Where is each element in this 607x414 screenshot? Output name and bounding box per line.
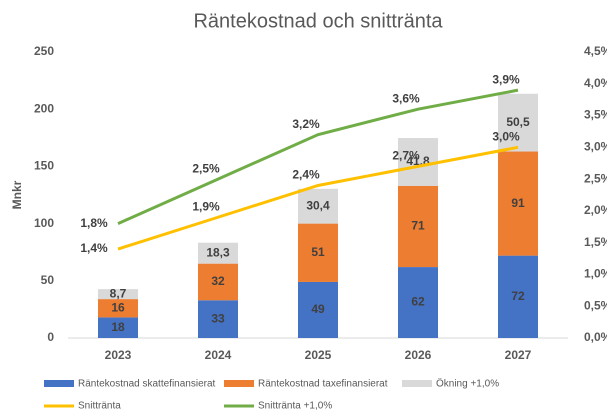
data-label: 62 (411, 295, 425, 309)
legend-label: Ökning +1,0% (436, 378, 499, 390)
bar-segment (398, 267, 438, 338)
legend-label: Snittränta (78, 401, 121, 412)
data-label: 1,4% (80, 241, 108, 255)
y2-tick-label: 2,0% (584, 203, 607, 217)
bar-segment (498, 151, 538, 256)
x-tick-label: 2024 (205, 348, 232, 362)
chart-title: Räntekostnad och snittränta (193, 10, 443, 32)
bar-segment (98, 289, 138, 300)
data-label: 2,7% (392, 149, 420, 163)
y-tick-label: 250 (34, 44, 54, 58)
data-label: 3,0% (492, 130, 520, 144)
data-label: 49 (311, 302, 325, 316)
bar-segment (198, 263, 238, 301)
bar-segment (398, 185, 438, 268)
data-label: 8,7 (110, 286, 127, 300)
data-label: 3,6% (392, 91, 420, 105)
data-label: 2,4% (292, 168, 320, 182)
legend-label: Räntekostnad taxefinansierat (258, 379, 388, 390)
y2-tick-label: 1,0% (584, 267, 607, 281)
y2-tick-label: 4,0% (584, 76, 607, 90)
data-label: 71 (411, 219, 425, 233)
data-label: 30,4 (306, 198, 330, 212)
data-label: 32 (211, 274, 225, 288)
data-label: 50,5 (506, 115, 530, 129)
legend-swatch (402, 380, 432, 387)
y2-tick-label: 1,5% (584, 235, 607, 249)
legend-label: Räntekostnad skattefinansierat (78, 379, 216, 390)
y-tick-label: 50 (41, 273, 55, 287)
bar-segment (298, 223, 338, 282)
data-label: 16 (111, 300, 125, 314)
bar-segment (198, 242, 238, 264)
line (117, 88, 519, 225)
y-tick-label: 150 (34, 159, 54, 173)
bar-segment (298, 188, 338, 224)
x-tick-label: 2027 (505, 348, 532, 362)
bar-segment (498, 255, 538, 338)
y-axis-label: Mnkr (10, 180, 24, 209)
data-label: 2,5% (192, 161, 220, 175)
data-label: 1,9% (192, 199, 220, 213)
data-label: 72 (511, 289, 525, 303)
y2-tick-label: 0,0% (584, 330, 607, 344)
y2-tick-label: 4,5% (584, 44, 607, 58)
y2-tick-label: 2,5% (584, 171, 607, 185)
bar-segment (298, 281, 338, 338)
data-label: 1,8% (80, 216, 108, 230)
legend-swatch (44, 380, 74, 387)
y-tick-label: 0 (47, 330, 54, 344)
legend-swatch (224, 380, 254, 387)
y2-tick-label: 3,0% (584, 140, 607, 154)
data-label: 18,3 (206, 245, 230, 259)
data-label: 91 (511, 196, 525, 210)
x-tick-label: 2025 (305, 348, 332, 362)
y2-tick-label: 0,5% (584, 298, 607, 312)
bar-segment (498, 93, 538, 152)
y-tick-label: 200 (34, 101, 54, 115)
data-label: 3,9% (492, 72, 520, 86)
y2-tick-label: 3,5% (584, 108, 607, 122)
bar-segment (98, 299, 138, 318)
bar-segment (398, 138, 438, 186)
bar-segment (98, 317, 138, 338)
data-label: 51 (311, 245, 325, 259)
x-tick-label: 2023 (105, 348, 132, 362)
data-label: 18 (111, 320, 125, 334)
legend-label: Snittränta +1,0% (258, 401, 332, 412)
bar-segment (198, 300, 238, 338)
data-label: 33 (211, 311, 225, 325)
x-tick-label: 2026 (405, 348, 432, 362)
data-label: 3,2% (292, 117, 320, 131)
line (117, 145, 519, 251)
y-tick-label: 100 (34, 216, 54, 230)
